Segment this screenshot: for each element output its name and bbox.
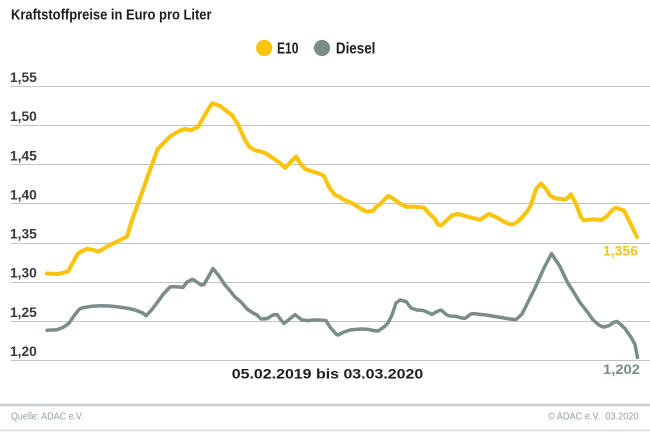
svg-text:1,25: 1,25 [10,305,37,320]
svg-text:1,356: 1,356 [603,242,638,258]
svg-text:Diesel: Diesel [336,40,376,57]
svg-text:1,202: 1,202 [603,361,640,377]
svg-text:E10: E10 [277,40,299,57]
svg-text:1,45: 1,45 [10,148,37,163]
svg-text:1,55: 1,55 [10,70,37,85]
svg-text:1,30: 1,30 [10,266,37,281]
svg-text:1,35: 1,35 [10,227,37,242]
svg-text:1,40: 1,40 [10,187,37,202]
svg-text:© ADAC e.V. 03.2020: © ADAC e.V. 03.2020 [548,412,639,423]
svg-text:1,20: 1,20 [10,344,37,359]
svg-text:Quelle: ADAC e.V.: Quelle: ADAC e.V. [11,412,84,423]
svg-text:Kraftstoffpreise in Euro pro L: Kraftstoffpreise in Euro pro Liter [11,7,212,24]
svg-text:1,50: 1,50 [10,109,37,124]
svg-text:05.02.2019 bis 03.03.2020: 05.02.2019 bis 03.03.2020 [232,366,424,382]
